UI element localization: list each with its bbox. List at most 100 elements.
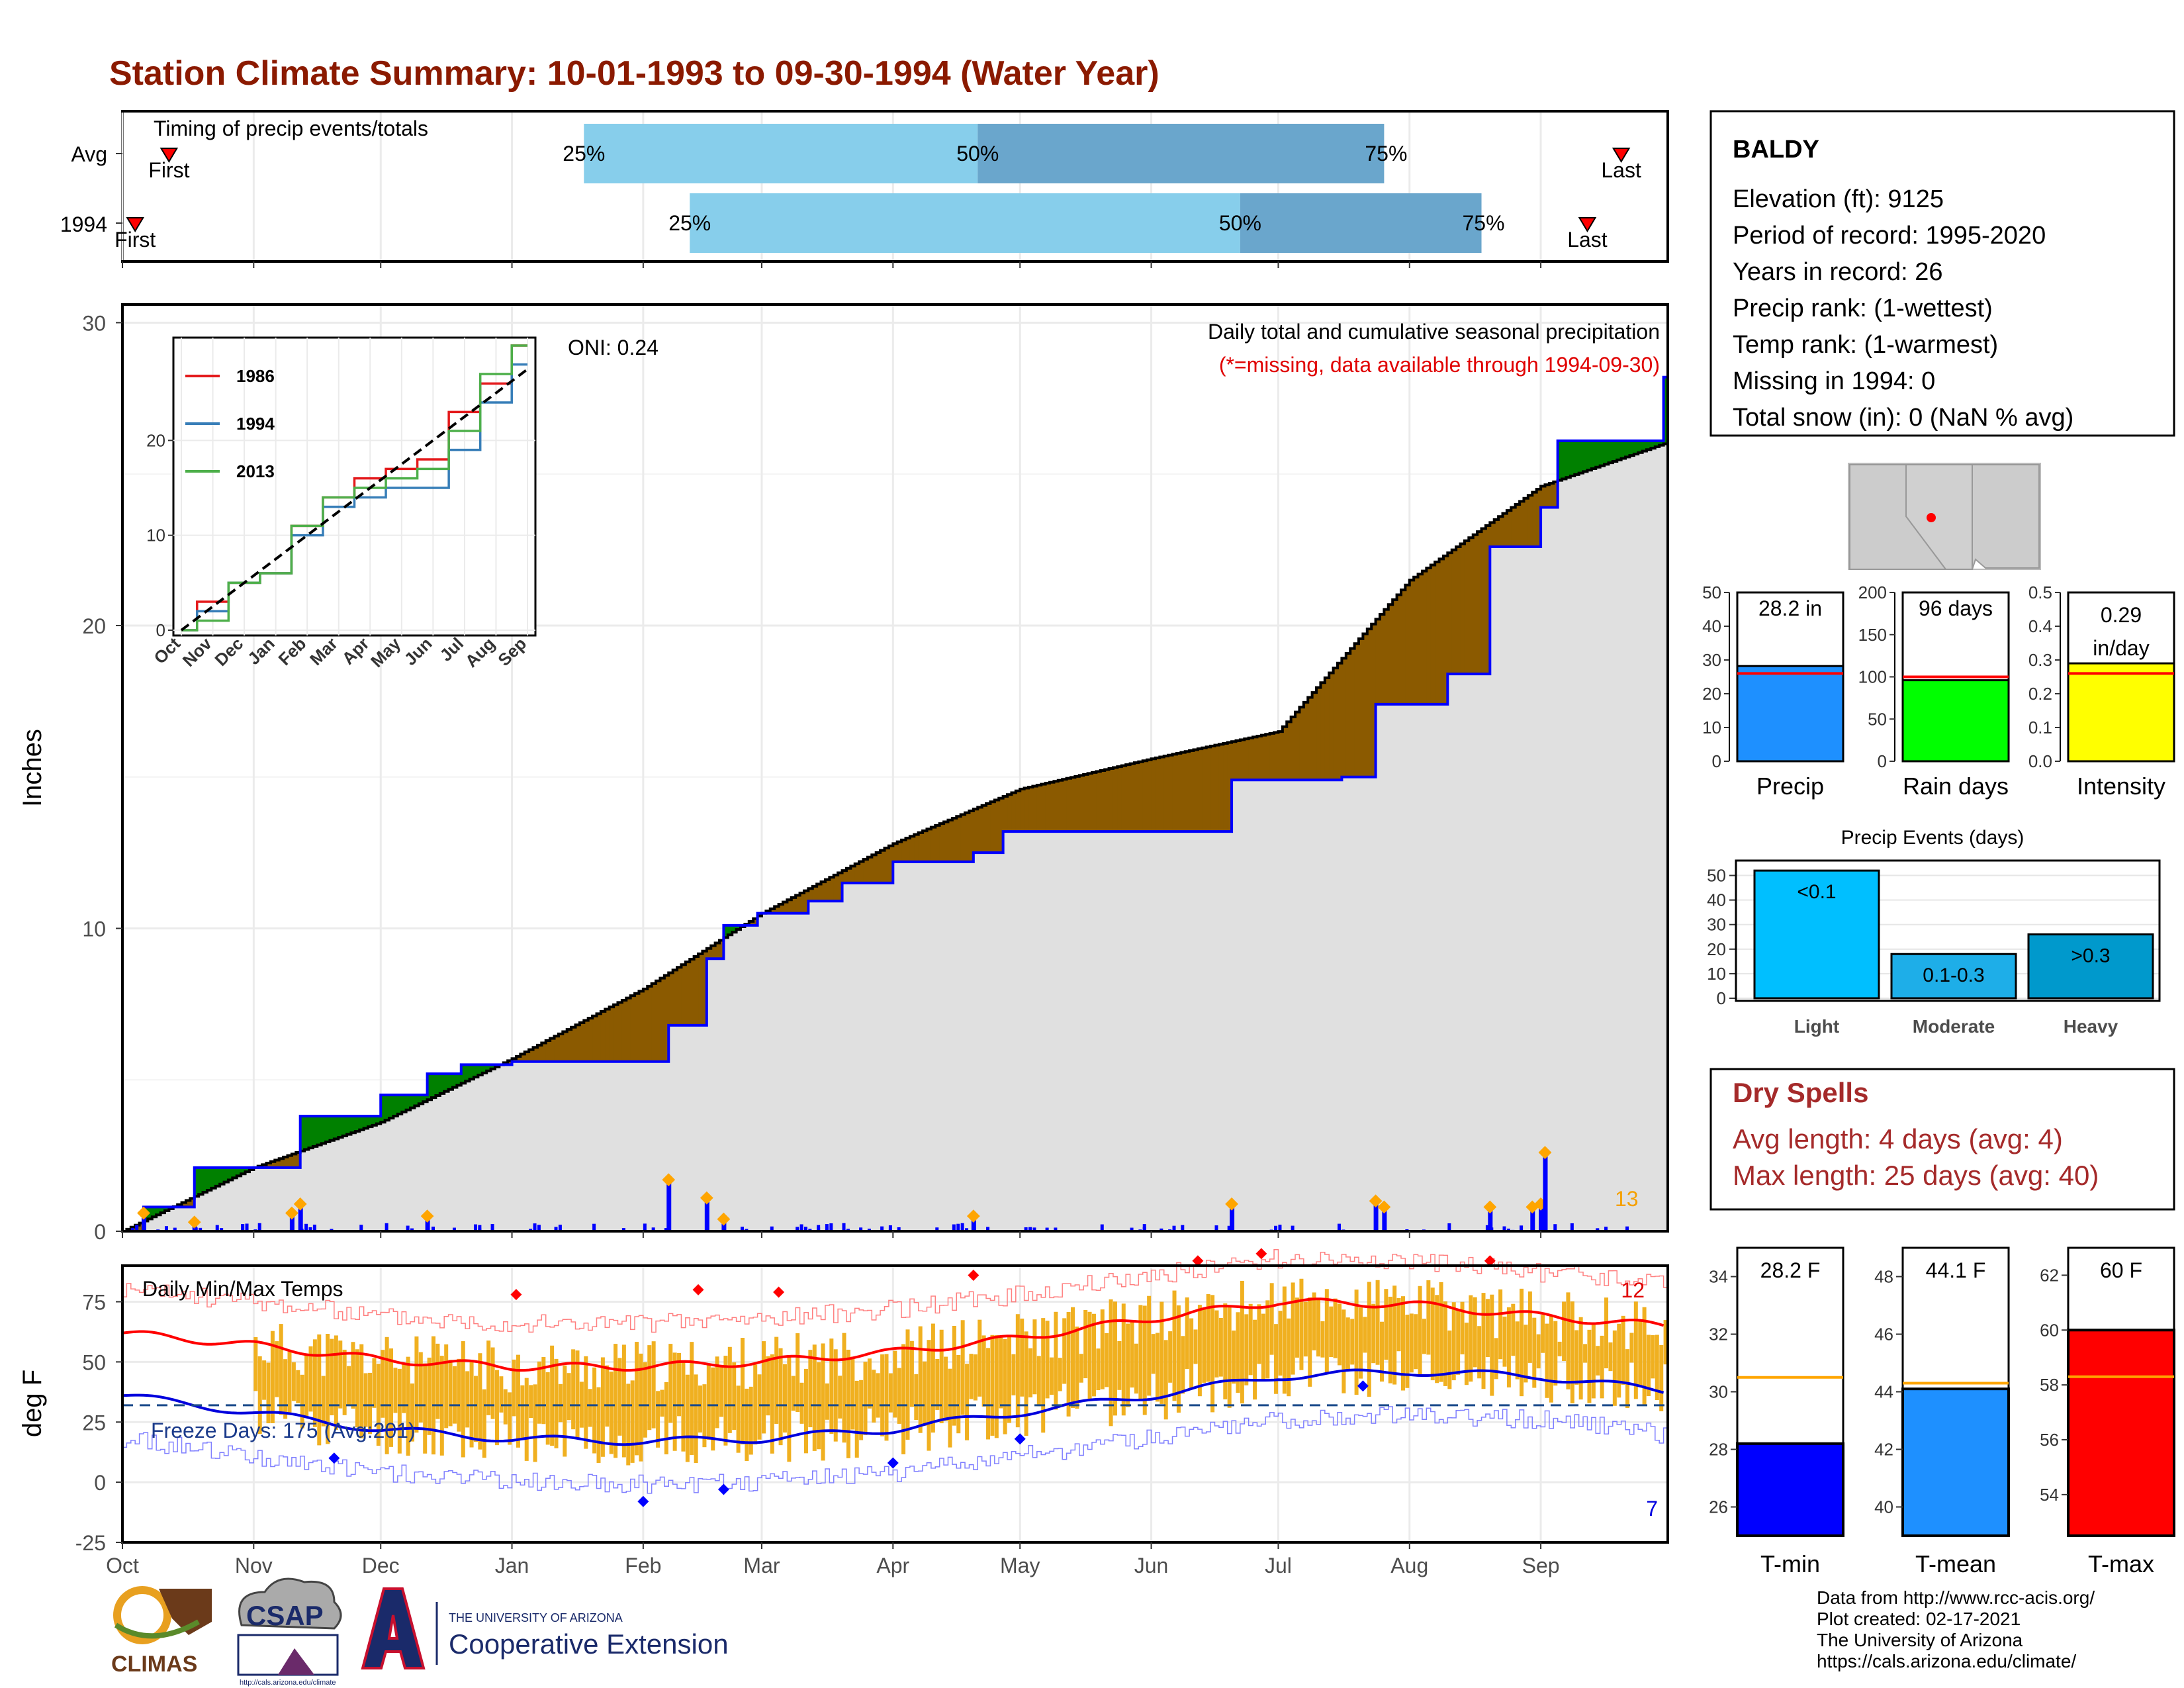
daily-precip-bar [220, 1228, 224, 1231]
timing-year-last-label: Last [1567, 228, 1608, 252]
precip-deficit-segment [1003, 796, 1008, 832]
precip-deficit-segment [706, 948, 711, 959]
timing-bar-25-50 [690, 193, 1240, 253]
temp-summary-ytick-label: 54 [2040, 1485, 2059, 1505]
daily-temp-range-bar [931, 1323, 935, 1433]
summary-bar-value: 28.2 in [1758, 596, 1822, 620]
daily-temp-range-bar [287, 1352, 292, 1413]
precip-deficit-segment [283, 1156, 289, 1168]
daily-temp-range-bar [1062, 1318, 1067, 1384]
precip-deficit-segment [796, 895, 801, 914]
precip-deficit-segment [550, 1038, 555, 1062]
precip-deficit-segment [931, 827, 936, 862]
precip-deficit-segment [563, 1031, 568, 1062]
daily-precip-bar [173, 1227, 177, 1231]
temp-summary-ytick-label: 48 [1874, 1267, 1893, 1287]
precip-surplus-segment [199, 1167, 204, 1195]
daily-temp-range-bar [410, 1383, 415, 1442]
daily-precip-bar [1045, 1227, 1049, 1231]
timing-year-first-label: First [114, 228, 156, 252]
daily-temp-range-bar [1091, 1313, 1096, 1397]
precip-event-category-label: Light [1794, 1016, 1839, 1037]
temp-panel-title: Daily Min/Max Temps [142, 1277, 343, 1301]
daily-precip-marker [137, 1206, 150, 1220]
precip-deficit-segment [867, 857, 872, 883]
precip-surplus-segment [418, 1095, 424, 1104]
precip-surplus-segment [300, 1116, 305, 1151]
precip-deficit-segment [1138, 761, 1144, 832]
precip-deficit-segment [1329, 673, 1334, 780]
daily-temp-range-bar [541, 1357, 546, 1425]
daily-precip-bar [960, 1223, 964, 1231]
daily-temp-range-bar [884, 1354, 889, 1441]
precip-deficit-segment [181, 1202, 187, 1207]
daily-temp-range-bar [368, 1372, 373, 1434]
daily-temp-range-bar [1138, 1305, 1143, 1399]
precip-deficit-segment [715, 943, 720, 959]
precip-surplus-segment [321, 1116, 326, 1144]
inset-series-line [181, 344, 527, 632]
precip-surplus-segment [1633, 440, 1639, 454]
daily-temp-range-bar [1024, 1331, 1028, 1436]
daily-temp-range-bar [1316, 1297, 1321, 1357]
summary-ytick-label: 0 [1712, 751, 1721, 771]
daily-temp-range-bar [1477, 1326, 1482, 1379]
daily-temp-range-bar [927, 1340, 931, 1451]
precip-surplus-segment [203, 1167, 208, 1193]
precip-deficit-segment [1354, 643, 1359, 777]
daily-precip-bar [1032, 1227, 1036, 1231]
daily-temp-range-bar [664, 1382, 668, 1455]
precip-surplus-segment [461, 1064, 466, 1084]
daily-temp-range-bar [389, 1348, 394, 1447]
precip-deficit-segment [1426, 568, 1432, 704]
daily-precip-bar [842, 1223, 846, 1231]
daily-temp-range-bar [1638, 1321, 1643, 1387]
daily-temp-range-bar [1460, 1301, 1465, 1354]
daily-temp-range-bar [414, 1336, 419, 1433]
daily-temp-range-bar [880, 1354, 885, 1436]
daily-precip-bar [643, 1223, 647, 1231]
summary-bar [1901, 679, 2010, 763]
events-ytick-label: 50 [1707, 866, 1726, 886]
daily-temp-range-bar [909, 1340, 914, 1407]
precip-surplus-segment [1557, 440, 1563, 481]
timing-year-25-label: 25% [668, 211, 711, 235]
precip-deficit-segment [1202, 747, 1207, 832]
precip-frame [121, 303, 1669, 1233]
summary-ytick-label: 50 [1702, 583, 1721, 602]
daily-temp-range-bar [1117, 1340, 1122, 1390]
precip-deficit-segment [647, 986, 653, 1062]
timing-row-label-year: 1994 [60, 212, 107, 236]
daily-temp-range-bar [863, 1362, 868, 1435]
daily-temp-range-bar [499, 1376, 504, 1413]
precip-deficit-segment [1032, 786, 1038, 832]
precip-deficit-segment [1549, 483, 1554, 508]
daily-precip-bar [592, 1223, 596, 1231]
daily-temp-range-bar [1363, 1317, 1367, 1353]
daily-temp-range-bar [308, 1346, 313, 1412]
precip-deficit-segment [1045, 783, 1050, 832]
precip-deficit-segment [1422, 571, 1427, 704]
inset-legend-label: 1994 [236, 414, 275, 434]
precip-surplus-segment [473, 1064, 478, 1078]
temp-summary-ytick-label: 44 [1874, 1382, 1893, 1402]
daily-temp-range-bar [312, 1339, 317, 1427]
daily-temp-range-bar [1253, 1319, 1257, 1400]
daily-temp-range-bar [647, 1345, 652, 1430]
precip-deficit-segment [291, 1154, 296, 1168]
daily-temp-range-bar [321, 1376, 326, 1427]
daily-temp-range-bar [1574, 1330, 1579, 1385]
precip-deficit-segment [1456, 547, 1461, 675]
precip-deficit-segment [1240, 739, 1245, 780]
precip-surplus-segment [1663, 377, 1668, 444]
daily-temp-range-bar [956, 1354, 961, 1434]
precip-deficit-segment [685, 962, 690, 1025]
daily-temp-range-bar [402, 1362, 406, 1413]
daily-temp-range-bar [275, 1341, 279, 1397]
daily-temp-range-bar [1578, 1317, 1583, 1400]
daily-temp-range-bar [787, 1356, 792, 1462]
daily-precip-bar [298, 1203, 303, 1231]
daily-temp-range-bar [338, 1340, 343, 1409]
temp-frame [121, 1264, 1669, 1544]
precip-deficit-segment [1050, 782, 1054, 832]
